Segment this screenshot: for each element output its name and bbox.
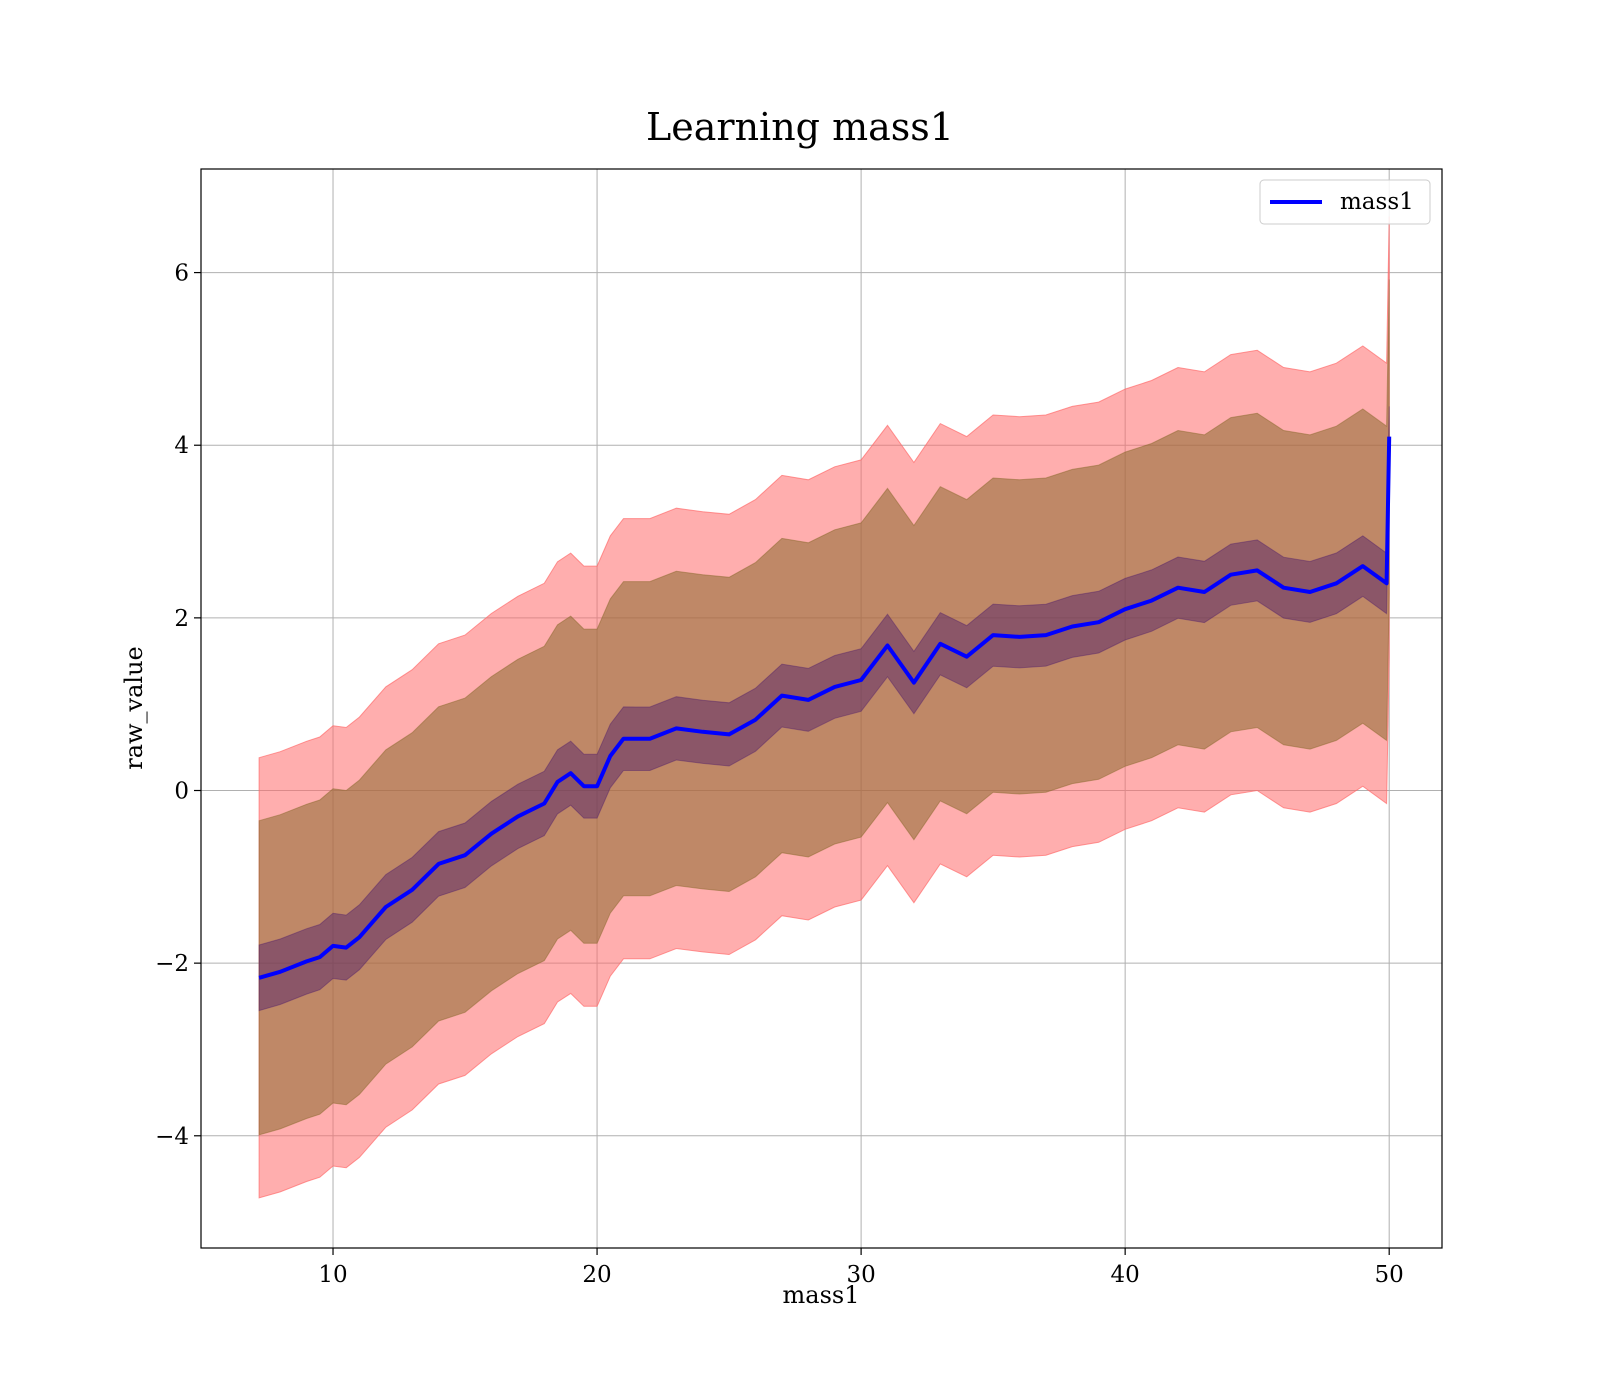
series-line-mass1 bbox=[258, 436, 1392, 980]
x-tick-label: 40 bbox=[1111, 1262, 1140, 1288]
legend: mass1 bbox=[1259, 179, 1431, 225]
x-tick-label: 50 bbox=[1375, 1262, 1404, 1288]
x-tick-label: 20 bbox=[582, 1262, 611, 1288]
legend-box bbox=[1259, 179, 1431, 225]
series-lines bbox=[258, 436, 1392, 980]
x-axis-ticks: 10 20 30 40 50 bbox=[318, 1248, 1404, 1288]
y-tick-label: −4 bbox=[155, 1124, 189, 1150]
legend-label: mass1 bbox=[1340, 189, 1414, 215]
x-tick-label: 10 bbox=[318, 1262, 347, 1288]
middle-band bbox=[258, 279, 1390, 1136]
x-tick-label: 30 bbox=[846, 1262, 875, 1288]
y-tick-label: −2 bbox=[155, 951, 189, 977]
uncertainty-bands bbox=[258, 216, 1390, 1199]
y-tick-label: 6 bbox=[174, 261, 189, 287]
y-tick-label: 0 bbox=[174, 779, 189, 805]
chart-title: Learning mass1 bbox=[646, 105, 954, 149]
plot-frame bbox=[200, 168, 1443, 1249]
y-axis-label: raw_value bbox=[120, 646, 148, 770]
x-axis-label: mass1 bbox=[783, 1281, 860, 1309]
y-tick-label: 4 bbox=[174, 433, 189, 459]
y-tick-label: 2 bbox=[174, 606, 189, 632]
y-axis-ticks: −4 −2 0 2 4 6 bbox=[155, 261, 201, 1150]
